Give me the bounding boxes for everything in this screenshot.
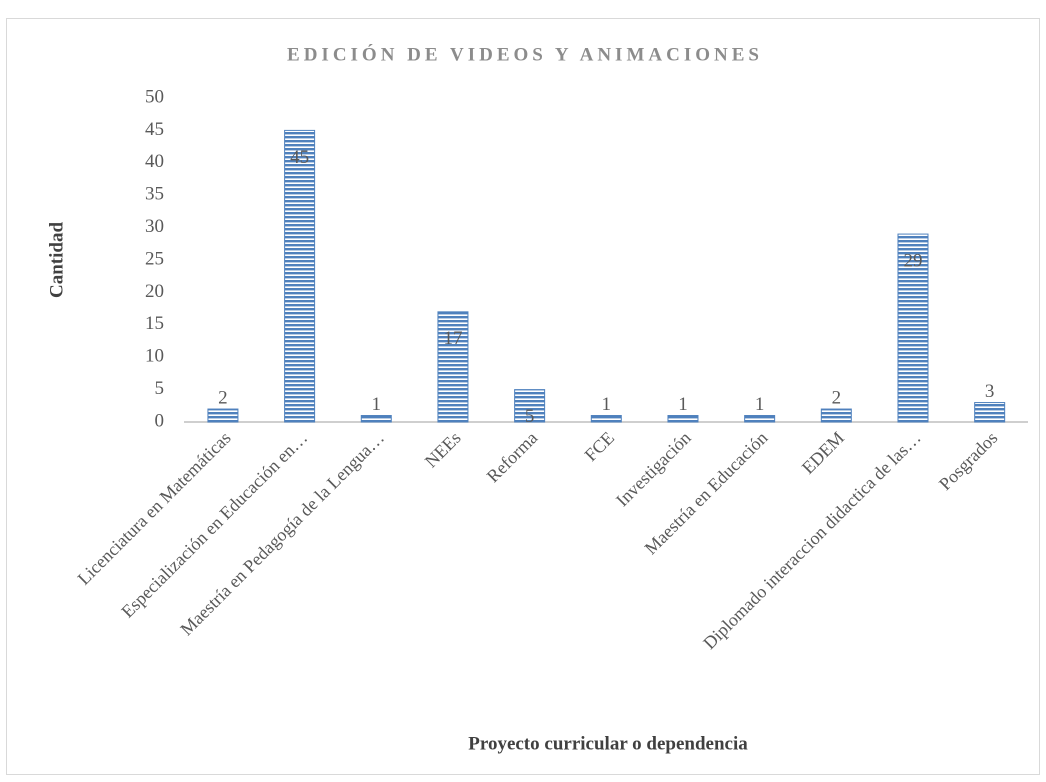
y-tick-label: 50: [145, 86, 164, 107]
y-tick-label: 25: [145, 248, 164, 269]
bar: [207, 408, 239, 423]
bar: [284, 129, 316, 423]
y-tick-label: 0: [155, 410, 165, 431]
y-tick-label: 10: [145, 346, 164, 367]
data-label: 1: [755, 394, 765, 415]
y-axis-title: Cantidad: [46, 222, 67, 298]
data-label: 5: [525, 406, 535, 427]
data-label: 2: [832, 387, 842, 408]
bar: [360, 415, 392, 423]
y-tick-label: 5: [155, 378, 165, 399]
data-label: 3: [985, 381, 995, 402]
bar: [820, 408, 852, 423]
data-label: 29: [903, 250, 922, 271]
y-tick-label: 45: [145, 119, 164, 140]
bar: [974, 402, 1006, 423]
data-label: 1: [602, 394, 612, 415]
data-label: 17: [443, 328, 462, 349]
data-label: 2: [218, 387, 228, 408]
y-tick-label: 40: [145, 151, 164, 172]
chart-title: EDICIÓN DE VIDEOS Y ANIMACIONES: [287, 43, 763, 65]
data-label: 1: [678, 394, 688, 415]
bar: [744, 415, 776, 423]
y-tick-label: 15: [145, 313, 164, 334]
y-tick-label: 30: [145, 216, 164, 237]
bar: [514, 389, 546, 423]
bar: [897, 233, 929, 423]
x-axis-title: Proyecto curricular o dependencia: [468, 733, 748, 754]
data-label: 45: [290, 147, 309, 168]
data-label: 1: [372, 394, 382, 415]
bar: [667, 415, 699, 423]
bar: [437, 311, 469, 423]
y-tick-label: 20: [145, 281, 164, 302]
bar: [590, 415, 622, 423]
y-tick-label: 35: [145, 184, 164, 205]
